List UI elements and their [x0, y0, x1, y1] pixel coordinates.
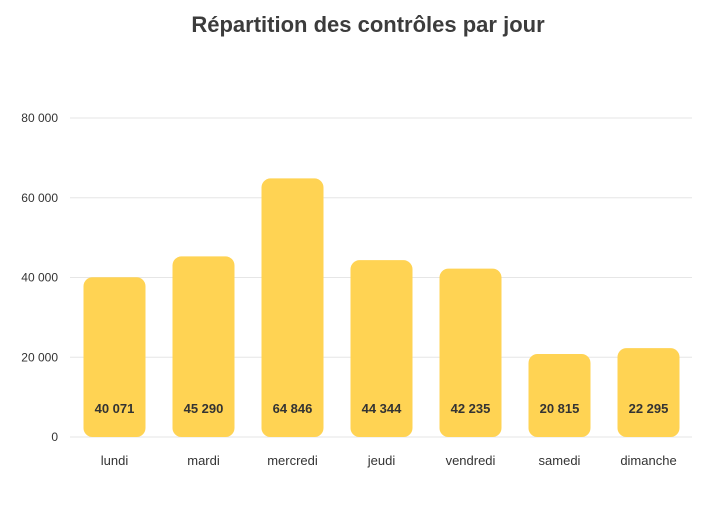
- y-tick-label: 0: [51, 430, 58, 444]
- x-tick-label: vendredi: [446, 453, 496, 468]
- data-label: 42 235: [451, 401, 491, 416]
- x-tick-label: lundi: [101, 453, 129, 468]
- bar-vendredi: [439, 268, 502, 437]
- data-label: 22 295: [629, 401, 669, 416]
- y-tick-label: 60 000: [21, 191, 58, 205]
- y-tick-label: 80 000: [21, 111, 58, 125]
- x-tick-label: mercredi: [267, 453, 318, 468]
- chart-title: Répartition des contrôles par jour: [191, 12, 545, 37]
- data-label: 45 290: [184, 401, 224, 416]
- data-label: 20 815: [540, 401, 580, 416]
- bars: [83, 178, 680, 437]
- x-tick-label: jeudi: [367, 453, 396, 468]
- bar-lundi: [83, 277, 146, 437]
- y-tick-label: 20 000: [21, 350, 58, 364]
- bar-mercredi: [261, 178, 324, 437]
- x-tick-label: samedi: [539, 453, 581, 468]
- y-axis-ticks: 0 20 000 40 000 60 000 80 000: [21, 111, 58, 444]
- x-axis-ticks: lundi mardi mercredi jeudi vendredi samedi dim…: [101, 453, 677, 468]
- data-labels: 40 071 45 290 64 846 44 344 42 235 20 815 22 2…: [95, 401, 669, 416]
- bar-samedi: [528, 354, 591, 437]
- data-label: 44 344: [362, 401, 403, 416]
- x-tick-label: dimanche: [620, 453, 676, 468]
- data-label: 40 071: [95, 401, 135, 416]
- bar-dimanche: [617, 348, 680, 437]
- bar-mardi: [172, 256, 235, 437]
- y-tick-label: 40 000: [21, 271, 58, 285]
- bar-jeudi: [350, 260, 413, 437]
- data-label: 64 846: [273, 401, 313, 416]
- x-tick-label: mardi: [187, 453, 220, 468]
